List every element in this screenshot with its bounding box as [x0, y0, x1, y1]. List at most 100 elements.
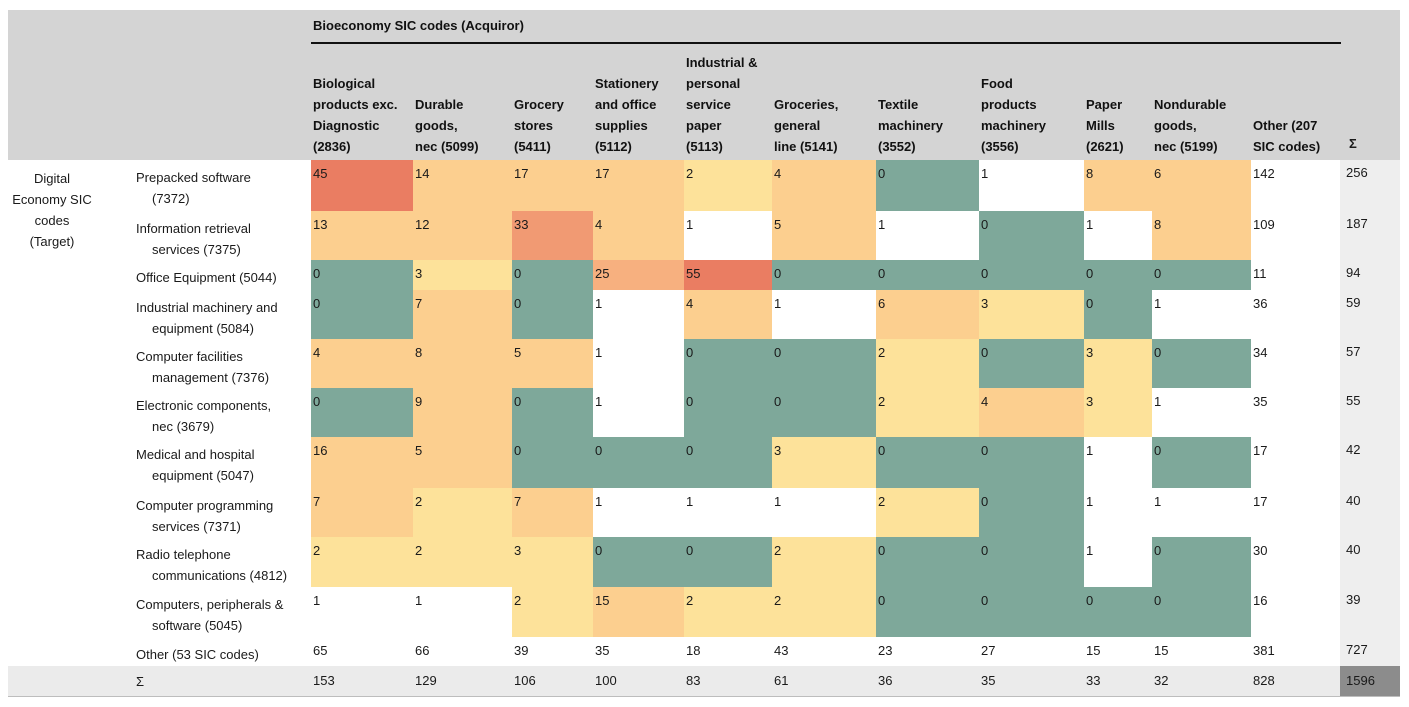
sum-column-header: Σ	[1349, 136, 1357, 151]
row-label-line2: equipment (5047)	[152, 468, 254, 483]
table-cell: 0	[684, 339, 772, 388]
row-label-line1: Office Equipment (5044)	[136, 270, 277, 285]
table-cell: 0	[772, 388, 876, 437]
table-cell: 4	[311, 339, 413, 388]
row-label-line1: Computers, peripherals &	[136, 597, 284, 612]
column-header: Biological products exc. Diagnostic (283…	[313, 76, 398, 154]
table-cell: 43	[774, 643, 789, 658]
column-total: 33	[1086, 673, 1101, 688]
row-total: 727	[1346, 642, 1368, 657]
table-cell: 0	[876, 160, 979, 211]
table-cell: 33	[512, 211, 593, 260]
table-cell: 0	[1084, 260, 1152, 290]
column-header: Paper Mills (2621)	[1086, 97, 1124, 154]
table-cell: 1	[595, 394, 603, 409]
row-label-line2: software (5045)	[152, 618, 243, 633]
sum-row-background	[8, 666, 1400, 697]
table-cell: 16	[1253, 593, 1268, 608]
table-cell: 0	[876, 587, 979, 637]
row-total: 256	[1346, 165, 1368, 180]
table-cell: 39	[514, 643, 529, 658]
table-cell: 1	[1086, 217, 1094, 232]
target-label-line: (Target)	[29, 234, 75, 249]
table-cell: 0	[1084, 587, 1152, 637]
column-total: 35	[981, 673, 996, 688]
column-total: 100	[595, 673, 617, 688]
table-cell: 0	[979, 260, 1084, 290]
table-cell: 17	[593, 160, 684, 211]
table-cell: 1	[415, 593, 423, 608]
row-label-line1: Electronic components,	[136, 398, 272, 413]
table-cell: 109	[1253, 217, 1275, 232]
table-cell: 0	[1152, 260, 1251, 290]
table-cell: 23	[878, 643, 893, 658]
table-cell: 17	[1253, 443, 1268, 458]
table-cell: 3	[979, 290, 1084, 339]
table-cell: 27	[981, 643, 996, 658]
table-cell: 0	[876, 537, 979, 587]
row-label-line1: Industrial machinery and	[136, 300, 278, 315]
column-header: Industrial & personal service paper (511…	[686, 55, 758, 154]
table-cell: 0	[1152, 537, 1251, 587]
table-cell: 0	[979, 537, 1084, 587]
table-cell: 0	[684, 537, 772, 587]
table-cell: 3	[772, 437, 876, 488]
row-total: 40	[1346, 542, 1361, 557]
table-cell: 0	[311, 260, 413, 290]
table-cell: 1	[1154, 494, 1162, 509]
table-cell: 7	[413, 290, 512, 339]
table-cell: 1	[595, 345, 603, 360]
table-cell: 2	[876, 388, 979, 437]
table-cell: 8	[1084, 160, 1152, 211]
group-header: Bioeconomy SIC codes (Acquiror)	[313, 18, 524, 33]
table-cell: 0	[979, 587, 1084, 637]
table-cell: 3	[512, 537, 593, 587]
table-cell: 0	[593, 437, 684, 488]
table-cell: 1	[1154, 394, 1162, 409]
row-total: 55	[1346, 393, 1361, 408]
table-cell: 0	[979, 339, 1084, 388]
row-label: Radio telephone communications (4812)	[136, 544, 287, 586]
row-total: 94	[1346, 265, 1361, 280]
row-label: Computers, peripherals & software (5045)	[136, 594, 283, 636]
column-total: 32	[1154, 673, 1169, 688]
row-label-line1: Prepacked software	[136, 170, 251, 185]
row-label-line1: Other (53 SIC codes)	[136, 647, 259, 662]
table-cell: 1	[1086, 494, 1094, 509]
row-label-line1: Medical and hospital	[136, 447, 255, 462]
row-label: Medical and hospital equipment (5047)	[136, 444, 255, 486]
table-cell: 3	[1084, 388, 1152, 437]
table-cell: 2	[311, 537, 413, 587]
table-cell: 1	[1086, 543, 1094, 558]
table-cell: 55	[684, 260, 772, 290]
table-cell: 0	[876, 260, 979, 290]
table-cell: 1	[595, 494, 603, 509]
column-header: Durable goods, nec (5099)	[415, 97, 479, 154]
table-cell: 4	[979, 388, 1084, 437]
table-cell: 13	[311, 211, 413, 260]
column-header: Grocery stores (5411)	[514, 97, 564, 154]
row-total: 57	[1346, 344, 1361, 359]
table-cell: 0	[311, 290, 413, 339]
row-label: Computer facilities management (7376)	[136, 346, 269, 388]
column-total: 129	[415, 673, 437, 688]
table-cell: 15	[1154, 643, 1169, 658]
row-total: 59	[1346, 295, 1361, 310]
table-cell: 6	[876, 290, 979, 339]
table-cell: 2	[772, 537, 876, 587]
table-cell: 34	[1253, 345, 1268, 360]
table-cell: 8	[413, 339, 512, 388]
grand-total-background	[1340, 666, 1400, 697]
table-cell: 2	[512, 587, 593, 637]
table-cell: 2	[876, 339, 979, 388]
table-cell: 0	[512, 260, 593, 290]
column-total: 106	[514, 673, 536, 688]
table-cell: 1	[313, 593, 321, 608]
row-label-line2: nec (3679)	[152, 419, 215, 434]
table-cell: 45	[311, 160, 413, 211]
table-cell: 142	[1253, 166, 1275, 181]
column-total: 61	[774, 673, 789, 688]
table-cell: 15	[1086, 643, 1101, 658]
target-label-line: Economy SIC	[12, 192, 92, 207]
